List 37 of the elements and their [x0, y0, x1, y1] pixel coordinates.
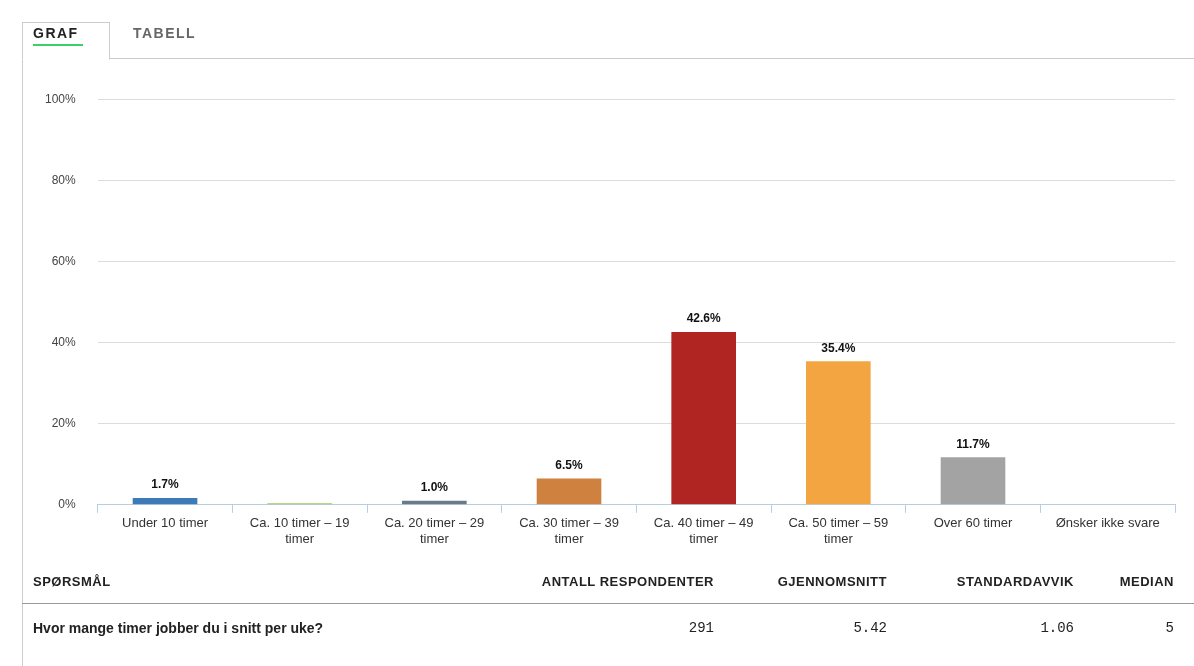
data-label: 6.5%	[555, 457, 584, 472]
text: STANDARDAVVIK	[956, 574, 1074, 589]
data-label: 42.6%	[686, 311, 722, 326]
bar	[132, 497, 198, 505]
x-tick-label: Ønsker ikke svare	[1055, 515, 1160, 531]
x-tick-label: Ca. 10 timer – 19 timer	[249, 515, 350, 546]
y-tick-label: 100%	[44, 91, 77, 106]
text: 1.06	[1040, 620, 1074, 636]
bar	[940, 457, 1006, 505]
x-tick-label: Ca. 30 timer – 39 timer	[519, 515, 619, 546]
bar	[806, 361, 871, 505]
text: 5.42	[853, 620, 887, 636]
text: 5	[1165, 620, 1174, 636]
text: SPØRSMÅL	[33, 574, 111, 589]
bar	[671, 332, 736, 505]
text: GRAF	[33, 25, 79, 41]
text: TABELL	[133, 25, 197, 41]
y-tick-label: 60%	[51, 253, 77, 268]
y-tick-label: 20%	[51, 415, 77, 430]
y-tick-label: 40%	[51, 334, 77, 349]
y-tick-label: 0%	[58, 497, 77, 512]
data-label: 1.0%	[420, 480, 449, 495]
text: 291	[688, 620, 714, 636]
text: MEDIAN	[1119, 574, 1174, 589]
x-tick-label: Ca. 40 timer – 49 timer	[653, 515, 754, 546]
x-tick-label: Ca. 20 timer – 29 timer	[384, 515, 485, 546]
y-tick-label: 80%	[51, 172, 77, 187]
text: ANTALL RESPONDENTER	[541, 574, 714, 589]
text: Hvor mange timer jobber du i snitt per uke?	[33, 620, 324, 636]
x-tick-label: Over 60 timer	[933, 515, 1014, 531]
data-label: 35.4%	[821, 340, 856, 355]
text: GJENNOMSNITT	[777, 574, 887, 589]
x-tick-label: Under 10 timer	[122, 515, 209, 531]
x-tick-label: Ca. 50 timer – 59 timer	[788, 515, 889, 546]
data-label: 11.7%	[956, 436, 991, 451]
bar	[536, 478, 602, 505]
data-label: 1.7%	[151, 477, 180, 492]
